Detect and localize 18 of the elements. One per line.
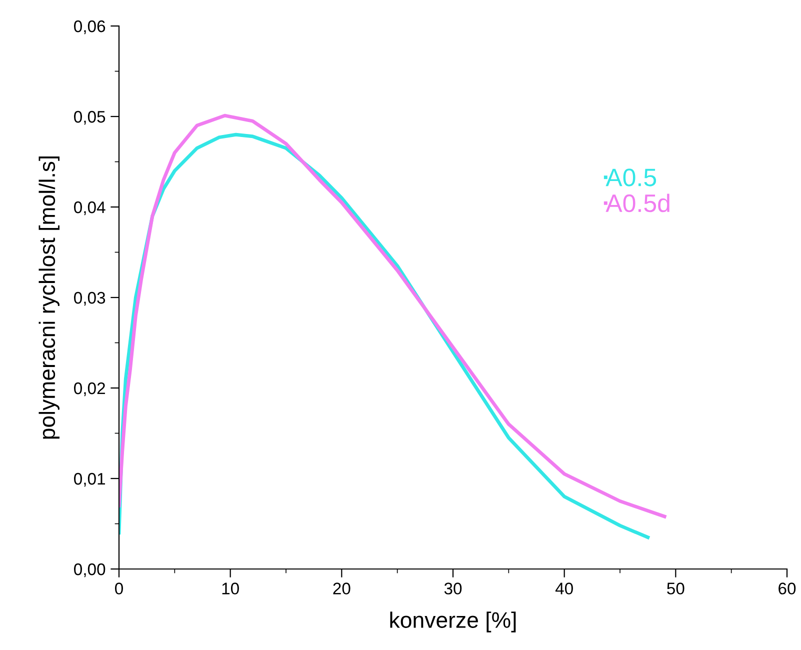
y-tick-label: 0,00 <box>74 563 106 578</box>
legend-label: A0.5d <box>606 194 670 212</box>
x-tick-label: 20 <box>333 582 350 594</box>
y-axis-title: polymeracni rychlost [mol/l.s] <box>38 156 60 439</box>
x-axis-title: konverze [%] <box>390 612 516 632</box>
x-tick-label: 0 <box>115 582 123 594</box>
y-tick-label: 0,06 <box>74 20 106 34</box>
legend-label: A0.5 <box>606 168 656 186</box>
y-tick-label: 0,01 <box>74 472 105 487</box>
x-tick-label: 60 <box>778 582 796 594</box>
y-tick-label: 0,04 <box>74 201 106 216</box>
x-tick-label: 10 <box>222 582 239 594</box>
x-tick-label: 50 <box>667 582 684 594</box>
x-tick-label: 30 <box>444 582 462 594</box>
y-tick-label: 0,03 <box>74 292 106 306</box>
y-tick-label: 0,02 <box>74 382 105 396</box>
y-tick-label: 0,05 <box>74 110 106 125</box>
x-tick-label: 40 <box>555 582 573 594</box>
